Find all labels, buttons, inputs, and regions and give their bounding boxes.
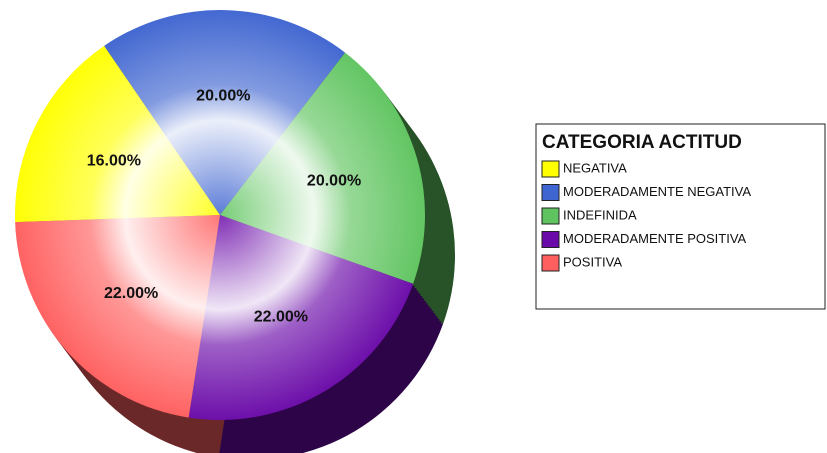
pie-labels: 16.00% 20.00% 20.00% 22.00% 22.00%: [87, 87, 361, 325]
legend-swatch: [541, 160, 560, 178]
data-label: 20.00%: [196, 87, 250, 104]
legend-label: MODERADAMENTE POSITIVA: [563, 231, 747, 246]
data-label: 16.00%: [87, 153, 141, 170]
legend: NEGATIVA MODERADAMENTE NEGATIVA INDEFINIDA…: [541, 160, 751, 272]
data-label: 20.00%: [307, 173, 361, 190]
legend-label: NEGATIVA: [563, 160, 627, 175]
slice: [15, 215, 221, 418]
pie-tops: [15, 9, 425, 420]
legend-swatch: [541, 231, 560, 248]
legend-label: POSITIVA: [563, 254, 622, 269]
legend-label: INDEFINIDA: [563, 207, 637, 222]
legend-swatch: [541, 254, 560, 272]
legend-label: MODERADAMENTE NEGATIVA: [563, 184, 751, 199]
legend-swatch: [541, 207, 560, 225]
data-label: 22.00%: [254, 308, 308, 325]
data-label: 22.00%: [104, 285, 158, 302]
legend-swatch: [541, 184, 560, 201]
legend-title: CATEGORIA ACTITUD: [542, 132, 742, 153]
legend-box: [535, 123, 826, 310]
